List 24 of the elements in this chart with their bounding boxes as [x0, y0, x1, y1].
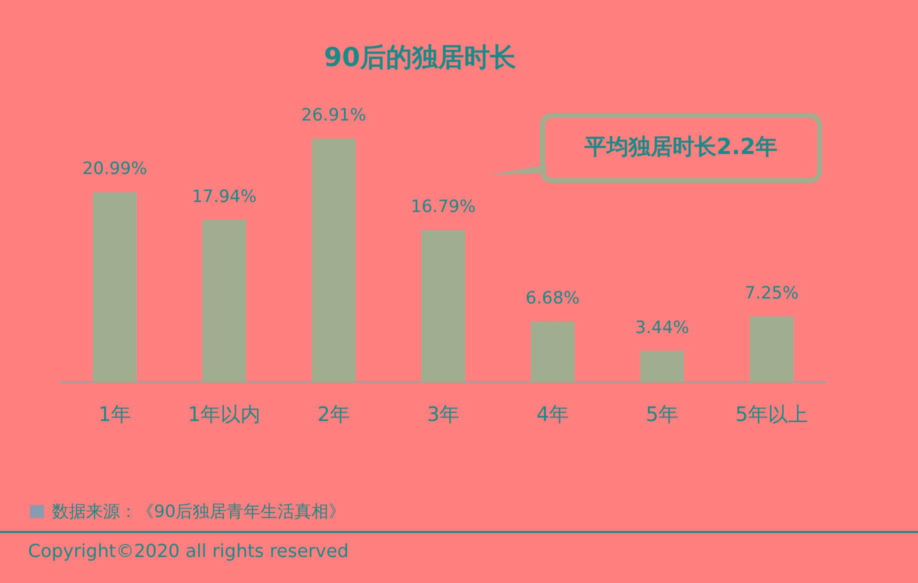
chart-title: 90后的独居时长	[322, 42, 518, 75]
bar	[312, 138, 356, 382]
x-tick-label: 5年	[646, 402, 679, 426]
bar	[750, 316, 794, 382]
text: Copyright©2020 all rights reserved	[28, 541, 349, 562]
data-label: 17.94%	[192, 186, 257, 207]
bar	[202, 220, 246, 382]
bar	[640, 350, 684, 382]
data-label: 6.68%	[526, 288, 580, 309]
x-tick-label: 1年	[98, 402, 132, 426]
bar	[92, 192, 137, 382]
data-label: 26.91%	[301, 106, 366, 126]
x-tick-label: 4年	[536, 402, 570, 426]
x-tick-label: 1年以内	[188, 402, 261, 426]
data-label: 20.99%	[82, 159, 148, 180]
bar	[530, 322, 575, 382]
x-tick-label: 3年	[426, 402, 460, 426]
source-note: 数据来源：《90后独居青年生活真相》	[52, 501, 346, 523]
x-tick-label: 2年	[317, 402, 350, 426]
data-label: 3.44%	[635, 318, 690, 338]
bar	[421, 230, 466, 382]
data-label: 7.25%	[744, 283, 799, 304]
data-label: 16.79%	[410, 197, 476, 218]
x-tick-label: 5年以上	[735, 402, 808, 426]
